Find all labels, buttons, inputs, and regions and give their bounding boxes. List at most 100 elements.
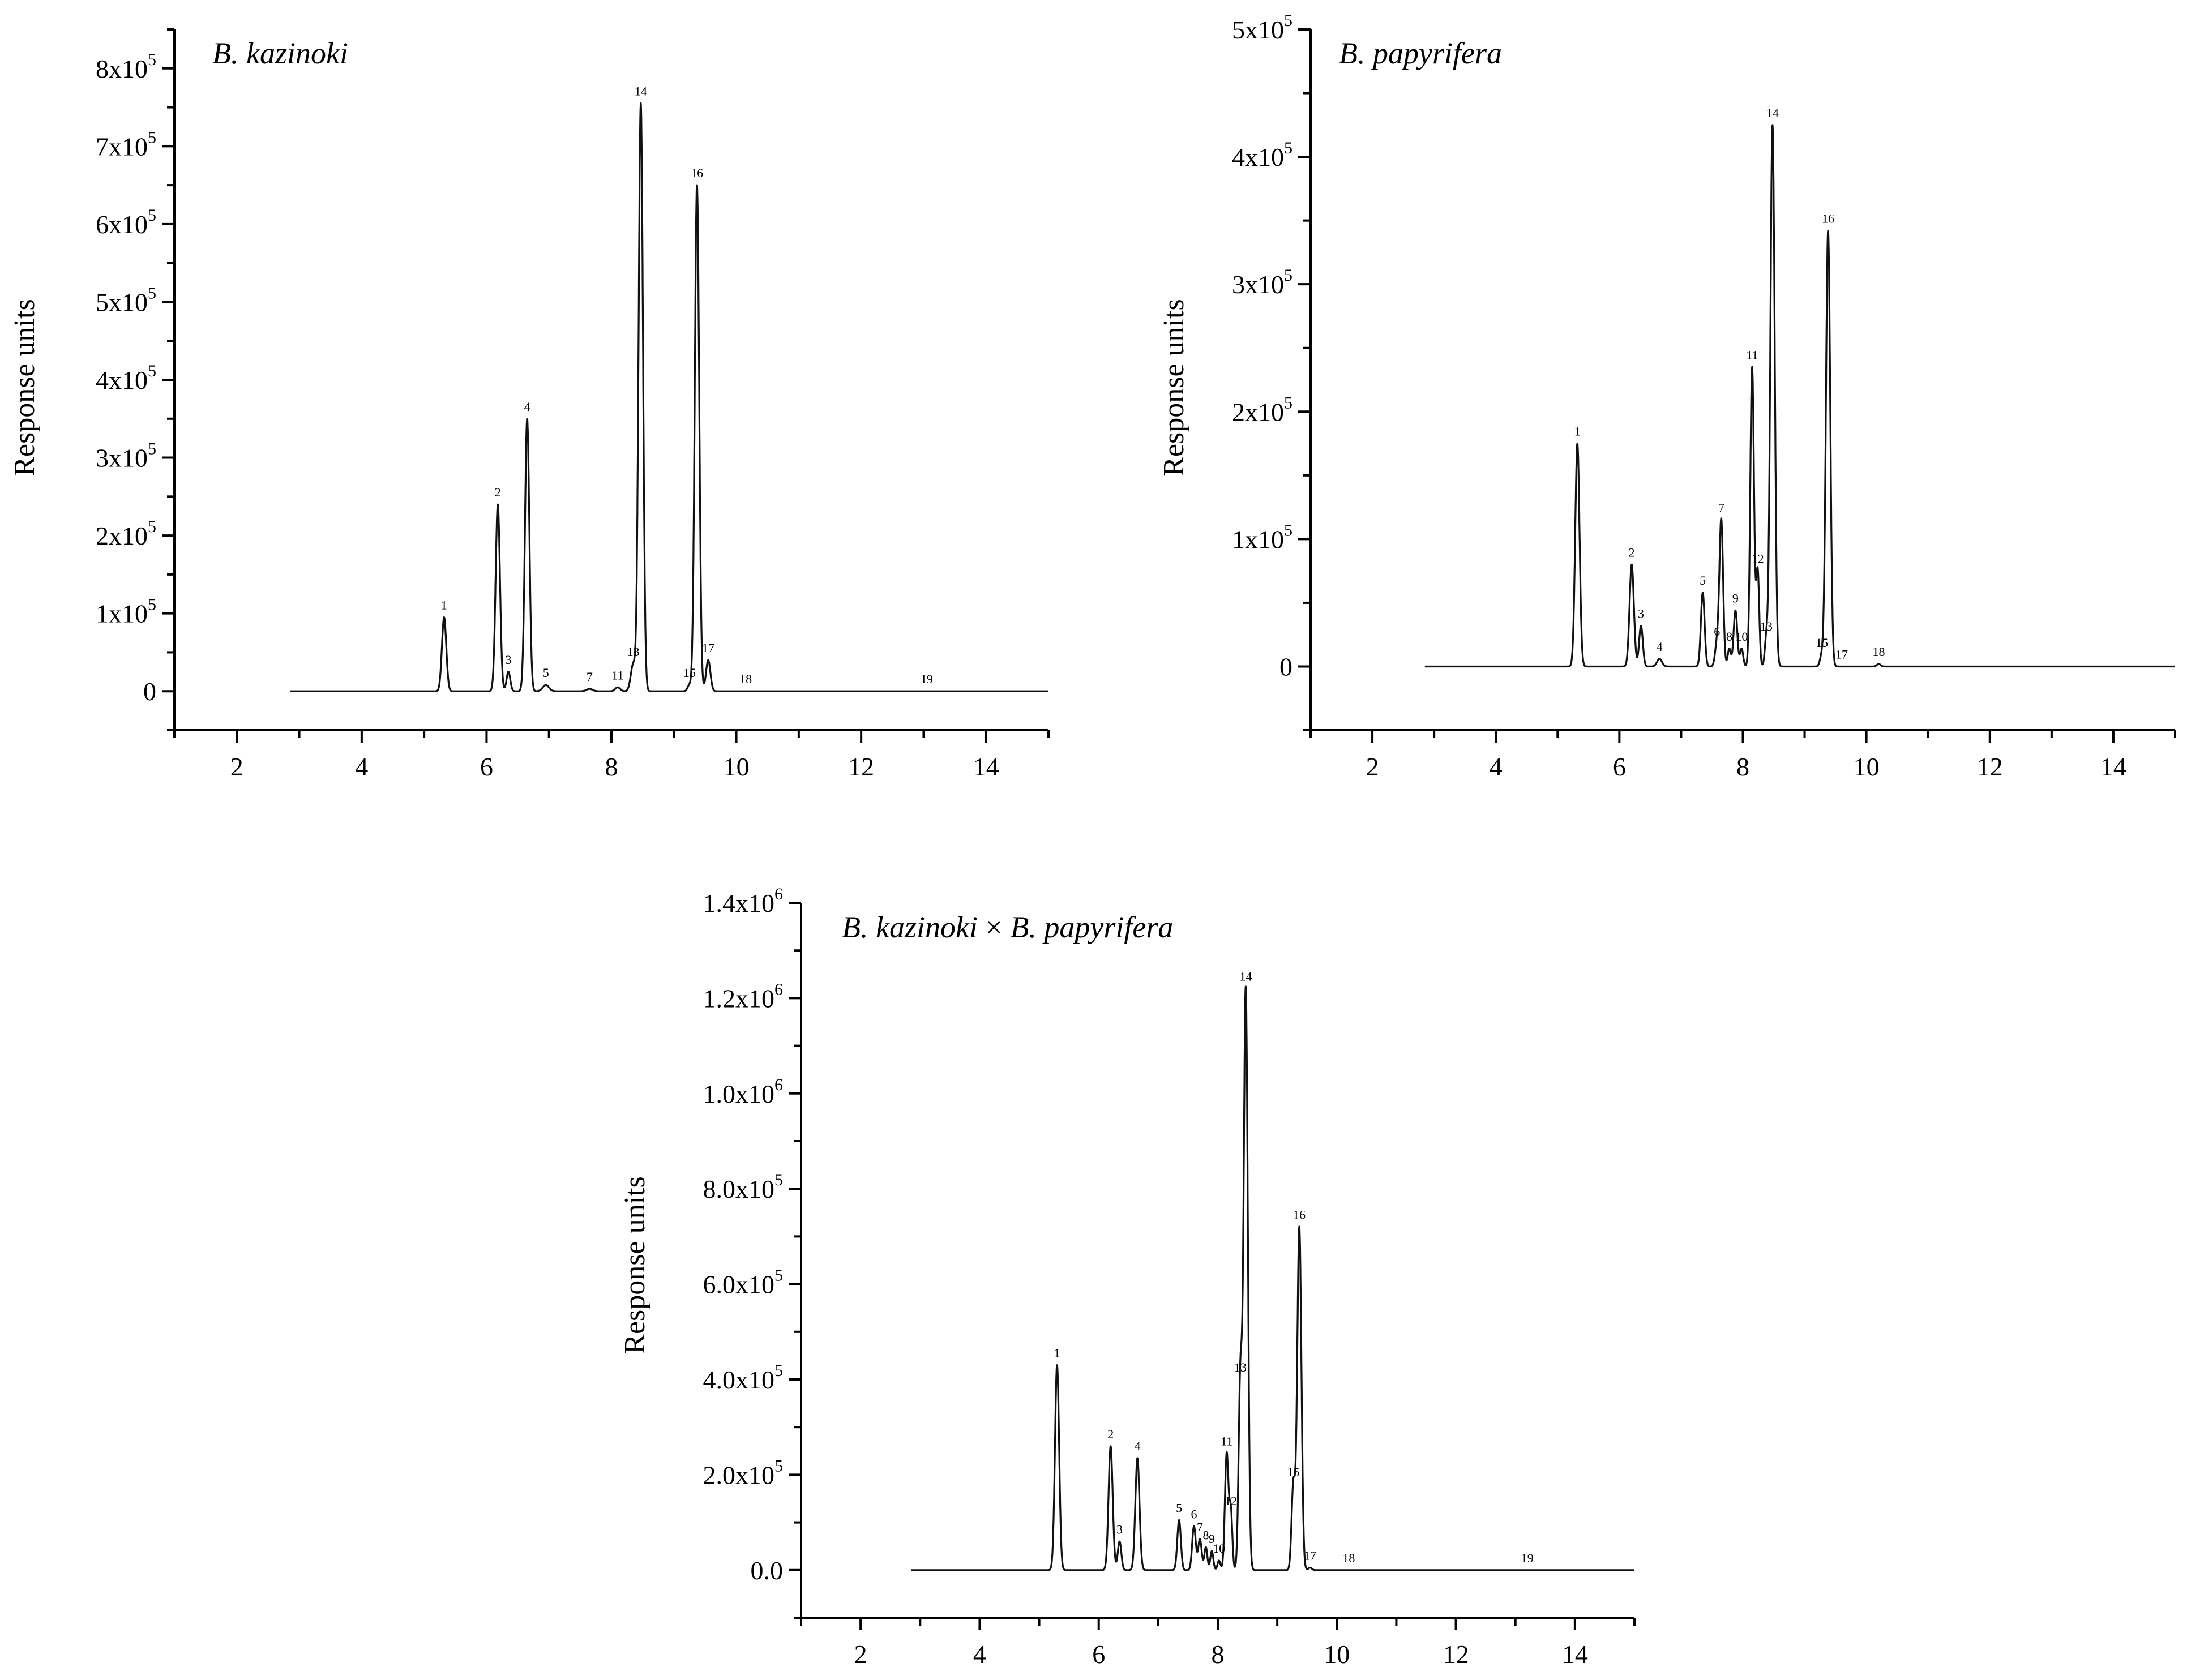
- x-tick-label: 14: [973, 752, 999, 781]
- y-tick-label: 3x105: [1232, 266, 1292, 299]
- peak-label: 11: [611, 668, 623, 682]
- peak-label: 12: [1752, 552, 1764, 566]
- chromatogram-trace: [289, 102, 1050, 692]
- y-tick-label: 6x105: [96, 206, 156, 239]
- y-tick-label: 2x105: [96, 517, 156, 550]
- x-tick-label: 2: [854, 1640, 867, 1669]
- peak-label: 7: [1718, 501, 1724, 515]
- peak-label: 4: [1135, 1439, 1141, 1453]
- chart-title: B. papyrifera: [1339, 36, 1502, 70]
- peak-label: 3: [506, 653, 512, 667]
- peak-label: 19: [1521, 1551, 1534, 1565]
- peak-label: 18: [1872, 645, 1885, 659]
- x-tick-label: 12: [1443, 1640, 1469, 1669]
- y-axis-label: Response units: [8, 299, 41, 476]
- peak-label: 18: [739, 672, 752, 686]
- peak-label: 11: [1746, 348, 1758, 362]
- peak-label: 6: [1714, 624, 1720, 638]
- peak-label: 2: [495, 485, 501, 499]
- x-tick-label: 6: [1613, 752, 1626, 781]
- x-tick-label: 14: [1562, 1640, 1588, 1669]
- peak-label: 1: [441, 598, 447, 612]
- y-tick-label: 8x105: [96, 50, 156, 83]
- y-tick-label: 1.2x106: [703, 980, 784, 1013]
- peak-label: 5: [543, 666, 549, 680]
- peak-label: 17: [1835, 647, 1848, 661]
- peak-label: 12: [1225, 1494, 1237, 1508]
- peak-label: 14: [635, 84, 647, 98]
- peak-label: 1: [1054, 1346, 1060, 1360]
- peak-label: 9: [1209, 1532, 1215, 1546]
- peak-label: 8: [1202, 1528, 1209, 1542]
- peak-label: 16: [691, 166, 703, 180]
- peak-label: 4: [524, 400, 530, 414]
- peak-label: 15: [1816, 636, 1828, 650]
- x-tick-label: 10: [1854, 752, 1880, 781]
- peak-label: 18: [1342, 1551, 1355, 1565]
- peak-label: 5: [1700, 573, 1706, 588]
- x-tick-label: 2: [1366, 752, 1379, 781]
- peak-label: 2: [1107, 1427, 1114, 1441]
- chromatogram-trace: [910, 985, 1636, 1571]
- y-tick-label: 6.0x105: [703, 1266, 784, 1299]
- peak-label: 14: [1766, 106, 1779, 120]
- peak-label: 15: [1287, 1465, 1300, 1479]
- chart-title: B. kazinoki: [212, 36, 348, 70]
- peak-label: 11: [1221, 1434, 1232, 1448]
- y-tick-label: 0: [143, 677, 156, 706]
- y-tick-label: 8.0x105: [703, 1171, 784, 1203]
- peak-label: 7: [587, 670, 593, 684]
- peak-label: 15: [683, 666, 696, 680]
- y-tick-label: 3x105: [96, 440, 156, 473]
- x-tick-label: 8: [1212, 1640, 1225, 1669]
- y-tick-label: 1.0x106: [703, 1075, 784, 1108]
- peak-label: 17: [1304, 1549, 1316, 1563]
- x-tick-label: 8: [605, 752, 618, 781]
- chromatogram-hybrid: B. kazinoki × B. papyrifera Response uni…: [619, 885, 1636, 1669]
- y-tick-label: 0: [1279, 652, 1292, 681]
- x-tick-label: 2: [230, 752, 243, 781]
- peak-label: 13: [627, 645, 640, 659]
- peak-label: 8: [1726, 629, 1732, 644]
- x-tick-label: 4: [973, 1640, 986, 1669]
- x-tick-label: 8: [1736, 752, 1749, 781]
- chromatogram-b-kazinoki: B. kazinoki Response units 2 4 6 8 10 12 1401x…: [8, 28, 1050, 781]
- peak-label: 9: [1732, 591, 1739, 605]
- y-tick-label: 5x105: [96, 284, 156, 316]
- peak-label: 13: [1234, 1360, 1247, 1374]
- y-tick-label: 1x105: [1232, 521, 1292, 554]
- chart-title: B. kazinoki × B. papyrifera: [842, 910, 1173, 944]
- peak-label: 3: [1116, 1522, 1123, 1536]
- x-tick-label: 14: [2100, 752, 2126, 781]
- peak-label: 6: [1191, 1507, 1197, 1521]
- peak-label: 13: [1760, 619, 1773, 633]
- peak-label: 4: [1657, 640, 1663, 654]
- peak-label: 17: [702, 641, 714, 655]
- y-tick-label: 2.0x105: [703, 1456, 784, 1489]
- peak-label: 19: [921, 672, 933, 686]
- y-tick-label: 7x105: [96, 128, 156, 161]
- peak-label: 14: [1239, 970, 1252, 984]
- y-tick-label: 2x105: [1232, 393, 1292, 426]
- y-tick-label: 1.4x106: [703, 885, 784, 918]
- x-tick-label: 12: [1977, 752, 2003, 781]
- peak-label: 16: [1293, 1208, 1306, 1222]
- peak-label: 7: [1197, 1520, 1203, 1534]
- chromatogram-trace: [1424, 124, 2176, 668]
- peak-label: 10: [1213, 1541, 1225, 1555]
- y-tick-label: 4x105: [96, 362, 156, 395]
- peak-label: 1: [1574, 425, 1581, 439]
- peak-label: 16: [1822, 212, 1834, 226]
- peak-label: 10: [1735, 629, 1748, 644]
- y-axis-label: Response units: [1158, 299, 1190, 476]
- y-axis-label: Response units: [619, 1176, 651, 1353]
- x-tick-label: 6: [1092, 1640, 1105, 1669]
- peak-label: 5: [1176, 1501, 1182, 1515]
- x-tick-label: 10: [724, 752, 750, 781]
- y-tick-label: 4.0x105: [703, 1361, 784, 1394]
- peak-label: 2: [1629, 545, 1635, 559]
- y-tick-label: 1x105: [96, 595, 156, 628]
- x-tick-label: 12: [848, 752, 874, 781]
- peak-label: 3: [1638, 606, 1644, 620]
